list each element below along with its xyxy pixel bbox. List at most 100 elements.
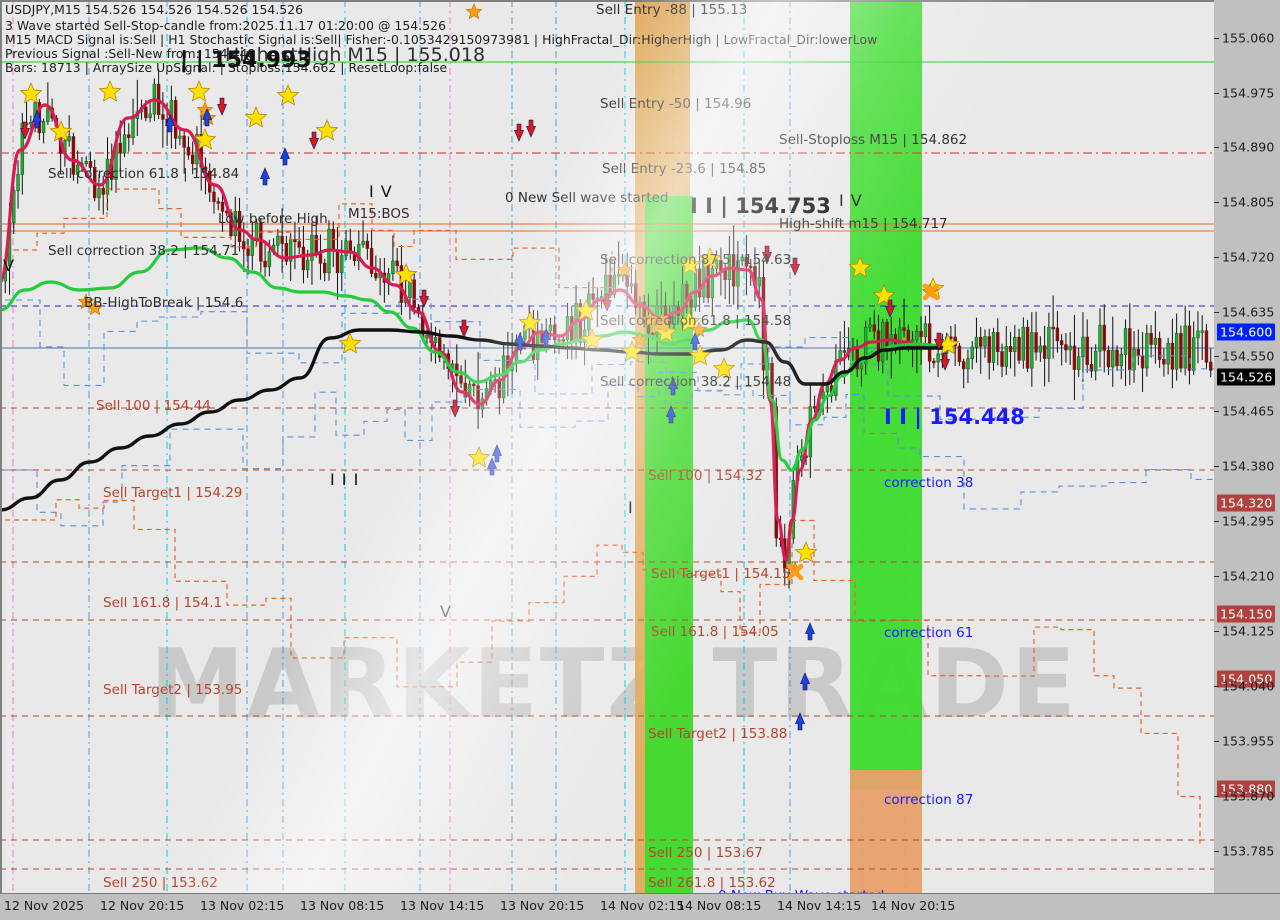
sell-arrow-icon (934, 332, 944, 351)
price-tick-label: 154.295 (1222, 513, 1275, 529)
candle (736, 260, 740, 287)
annotation-sell-entry-236: Sell Entry -23.6 | 154.85 (602, 161, 767, 177)
channel-line (5, 298, 1214, 510)
candle (267, 251, 272, 268)
candle (97, 188, 101, 199)
buy-arrow-icon (668, 377, 678, 396)
price-tick-label: 154.210 (1222, 568, 1275, 584)
candle (1068, 345, 1072, 351)
price-level-badge[interactable]: 154.150 (1217, 605, 1276, 623)
candle (1179, 333, 1183, 369)
price-tick (1214, 576, 1219, 577)
candle (118, 142, 122, 154)
price-level-badge[interactable]: 153.880 (1217, 780, 1276, 798)
candle (1021, 326, 1026, 361)
price-level-badge[interactable]: 154.320 (1217, 494, 1276, 512)
wave-label-wave-IV-left: I V (369, 182, 393, 201)
candle (297, 241, 301, 248)
candle (612, 274, 617, 296)
wave-label-wave-II-price: I I | 154.753 (690, 194, 831, 218)
price-chart-area[interactable]: MARKETZ TRADE USDJPY,M15 154.526 154.526… (0, 0, 1214, 893)
candle (932, 360, 936, 364)
candle (1064, 344, 1068, 351)
candle (365, 240, 370, 249)
wave-label-wave-V-left: V (3, 256, 15, 275)
candle (1119, 354, 1124, 367)
price-tick (1214, 147, 1219, 148)
candle (748, 265, 753, 269)
candle (71, 136, 76, 175)
wave-label-wave-V-low: V (440, 602, 452, 621)
star-marker (580, 328, 604, 350)
candle (812, 406, 817, 409)
price-level-badge[interactable]: 154.050 (1217, 670, 1276, 688)
sell-arrow-icon (217, 97, 227, 116)
annotation-sell-stoploss-m15: Sell-Stoploss M15 | 154.862 (779, 132, 968, 148)
buy-arrow-icon (795, 712, 805, 731)
price-level-badge[interactable]: 154.526 (1217, 368, 1276, 386)
price-tick (1214, 466, 1219, 467)
candle (310, 234, 314, 261)
price-tick (1214, 93, 1219, 94)
candle (927, 323, 932, 362)
candle (1042, 345, 1047, 359)
candle (1145, 333, 1149, 369)
candle (1209, 361, 1213, 371)
candle (314, 234, 318, 254)
annotation-sell-entry-88: Sell Entry -88 | 155.13 (596, 2, 748, 18)
annotation-sell-1618-mid: Sell 161.8 | 154.05 (651, 624, 779, 640)
candle (67, 136, 71, 142)
candle (1047, 326, 1051, 359)
candle (127, 134, 131, 138)
candle (220, 201, 225, 212)
annotation-bb-high-to-break: BB-HighToBreak | 154.6 (84, 295, 244, 311)
candle (237, 210, 242, 243)
candle (301, 246, 306, 271)
buy-arrow-icon (280, 147, 290, 166)
candle (697, 268, 702, 298)
star-marker (616, 261, 634, 278)
candle (902, 327, 906, 331)
candle (284, 242, 289, 262)
time-axis[interactable]: 12 Nov 2025 12 Nov 20:15 13 Nov 02:15 13 No… (0, 893, 1280, 920)
signal-band (645, 196, 693, 893)
price-tick-label: 154.890 (1222, 139, 1275, 155)
annotation-new-buy-wave: 0 New Buy Wave started (718, 888, 884, 893)
star-marker (677, 310, 701, 332)
annotation-m15-bos: M15:BOS (348, 206, 410, 222)
candle (625, 273, 629, 287)
candle (1162, 359, 1166, 365)
candle (578, 303, 583, 343)
candle (991, 332, 996, 363)
candle (395, 260, 399, 267)
sell-arrow-icon (602, 293, 612, 312)
candle (173, 100, 178, 139)
price-tick-label: 153.955 (1222, 733, 1275, 749)
star-marker (794, 541, 818, 563)
candle (459, 375, 463, 384)
star-marker (98, 80, 122, 102)
signal-band (850, 0, 922, 790)
price-tick (1214, 521, 1219, 522)
candle (1025, 326, 1030, 369)
candle (280, 235, 284, 244)
price-tick (1214, 411, 1219, 412)
candle (1191, 337, 1196, 371)
highest-high-price: | | 154.993 (180, 48, 312, 73)
price-tick-label: 154.550 (1222, 348, 1275, 364)
star-marker (631, 331, 649, 348)
candle (182, 135, 186, 148)
cross-marker (651, 315, 669, 333)
sell-arrow-icon (526, 119, 536, 138)
price-level-badge[interactable]: 154.600 (1217, 323, 1276, 341)
candle (957, 345, 962, 363)
header-line-2: M15 MACD Signal is:Sell | H1 Stochastic … (5, 32, 878, 47)
price-tick (1214, 851, 1219, 852)
price-axis[interactable]: 155.060 154.975 154.890 154.805 154.720 154.6… (1214, 0, 1280, 920)
price-tick-label: 154.125 (1222, 623, 1275, 639)
signal-band (850, 770, 922, 893)
sell-arrow-icon (940, 352, 950, 371)
price-tick (1214, 741, 1219, 742)
time-tick-label: 13 Nov 02:15 (200, 898, 285, 913)
candle (557, 339, 561, 342)
